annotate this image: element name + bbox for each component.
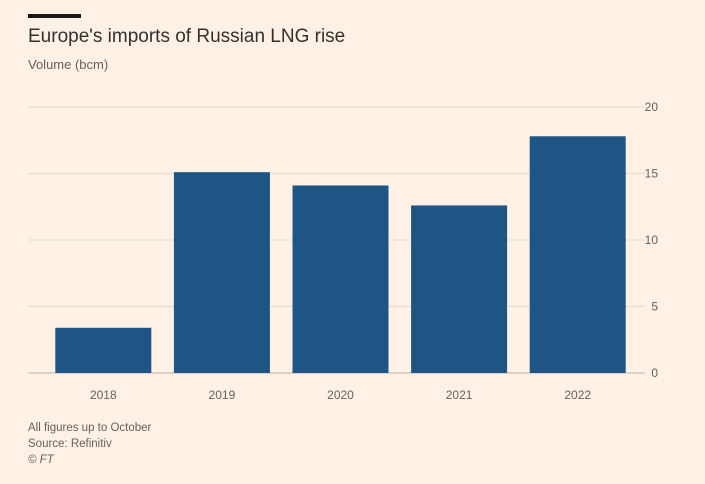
- x-tick-label: 2020: [327, 388, 354, 402]
- y-tick-label: 5: [651, 300, 658, 314]
- title-rule: [28, 14, 81, 18]
- bar-2022: [529, 136, 626, 373]
- y-tick-label: 20: [645, 100, 659, 114]
- source-note: Source: Refinitiv: [28, 438, 112, 450]
- y-axis-label: Volume (bcm): [28, 57, 109, 72]
- x-tick-label: 2021: [446, 388, 473, 402]
- copyright-credit: © FT: [28, 454, 54, 466]
- y-tick-label: 10: [645, 233, 659, 247]
- bar-2020: [292, 185, 389, 373]
- footnote: All figures up to October: [28, 422, 152, 434]
- x-tick-label: 2019: [209, 388, 236, 402]
- bar-2019: [173, 172, 270, 373]
- y-tick-label: 0: [651, 366, 658, 380]
- x-tick-label: 2018: [90, 388, 117, 402]
- bar-2018: [55, 327, 152, 373]
- x-tick-label: 2022: [564, 388, 591, 402]
- chart-title: Europe's imports of Russian LNG rise: [28, 26, 346, 47]
- bar-2021: [411, 205, 508, 373]
- y-tick-label: 15: [645, 167, 659, 181]
